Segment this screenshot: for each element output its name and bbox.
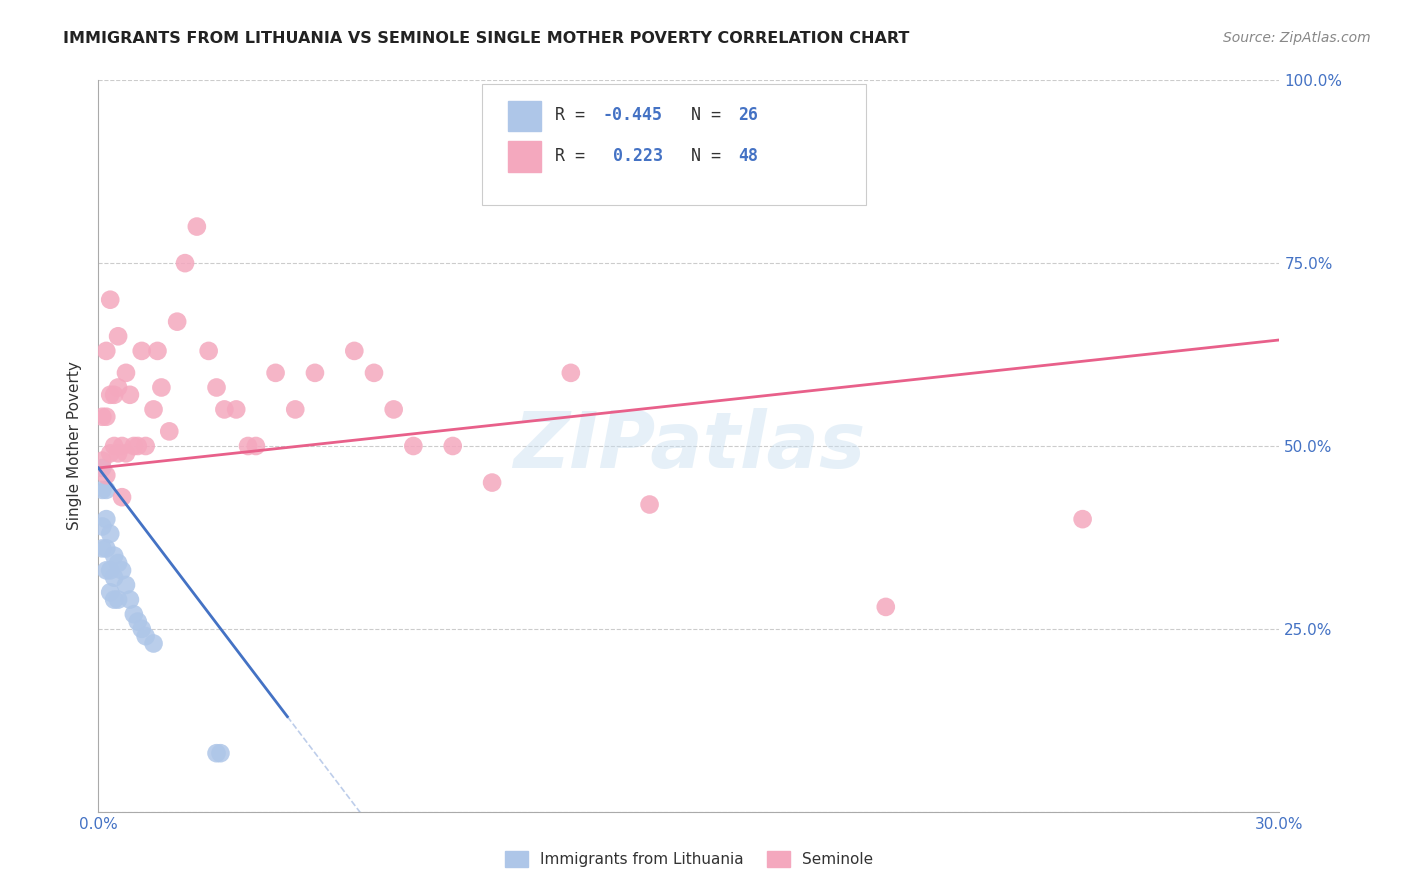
Point bbox=[122, 607, 145, 622]
Point bbox=[96, 541, 118, 556]
Text: ZIPatlas: ZIPatlas bbox=[513, 408, 865, 484]
Y-axis label: Single Mother Poverty: Single Mother Poverty bbox=[67, 361, 83, 531]
Point bbox=[98, 293, 121, 307]
FancyBboxPatch shape bbox=[482, 84, 866, 204]
Point bbox=[131, 622, 153, 636]
Text: N =: N = bbox=[692, 106, 731, 124]
Point bbox=[96, 468, 118, 483]
Point bbox=[115, 446, 138, 460]
Point bbox=[91, 461, 114, 475]
Point bbox=[111, 490, 134, 504]
Point bbox=[103, 388, 125, 402]
Point bbox=[205, 380, 228, 394]
Text: 0.223: 0.223 bbox=[603, 146, 662, 165]
Bar bbox=[508, 101, 541, 131]
Point bbox=[91, 541, 114, 556]
Point bbox=[135, 629, 157, 643]
Text: -0.445: -0.445 bbox=[603, 106, 662, 124]
Point bbox=[197, 343, 219, 358]
Point bbox=[205, 746, 228, 760]
Legend: Immigrants from Lithuania, Seminole: Immigrants from Lithuania, Seminole bbox=[499, 846, 879, 873]
Point bbox=[96, 563, 118, 577]
Point bbox=[91, 409, 114, 424]
Point bbox=[103, 439, 125, 453]
Point bbox=[284, 402, 307, 417]
Point bbox=[91, 519, 114, 533]
Text: N =: N = bbox=[692, 146, 731, 165]
Point bbox=[560, 366, 582, 380]
Point bbox=[98, 563, 121, 577]
Point bbox=[127, 615, 149, 629]
Point bbox=[245, 439, 267, 453]
Point bbox=[186, 219, 208, 234]
Point bbox=[103, 549, 125, 563]
Point bbox=[343, 343, 366, 358]
Point bbox=[402, 439, 425, 453]
Point bbox=[107, 592, 129, 607]
Point bbox=[174, 256, 197, 270]
Point bbox=[91, 483, 114, 497]
Point bbox=[146, 343, 169, 358]
Text: Source: ZipAtlas.com: Source: ZipAtlas.com bbox=[1223, 31, 1371, 45]
Point bbox=[96, 343, 118, 358]
Point bbox=[481, 475, 503, 490]
Point bbox=[1071, 512, 1094, 526]
Point bbox=[150, 380, 173, 394]
Point bbox=[96, 483, 118, 497]
Point bbox=[225, 402, 247, 417]
Bar bbox=[508, 141, 541, 171]
Point bbox=[441, 439, 464, 453]
Point bbox=[127, 439, 149, 453]
Point bbox=[111, 439, 134, 453]
Point bbox=[96, 409, 118, 424]
Point bbox=[98, 526, 121, 541]
Point bbox=[142, 636, 165, 650]
Point bbox=[875, 599, 897, 614]
Point bbox=[304, 366, 326, 380]
Point bbox=[638, 498, 661, 512]
Point bbox=[115, 578, 138, 592]
Point bbox=[214, 402, 236, 417]
Point bbox=[118, 592, 141, 607]
Point bbox=[115, 366, 138, 380]
Point bbox=[103, 592, 125, 607]
Point bbox=[363, 366, 385, 380]
Text: IMMIGRANTS FROM LITHUANIA VS SEMINOLE SINGLE MOTHER POVERTY CORRELATION CHART: IMMIGRANTS FROM LITHUANIA VS SEMINOLE SI… bbox=[63, 31, 910, 46]
Point bbox=[107, 329, 129, 343]
Point bbox=[157, 425, 180, 439]
Point bbox=[111, 563, 134, 577]
Text: R =: R = bbox=[555, 146, 606, 165]
Point bbox=[103, 571, 125, 585]
Point bbox=[96, 512, 118, 526]
Point bbox=[98, 388, 121, 402]
Point bbox=[122, 439, 145, 453]
Point bbox=[98, 446, 121, 460]
Text: 48: 48 bbox=[738, 146, 759, 165]
Point bbox=[107, 556, 129, 570]
Point bbox=[166, 315, 188, 329]
Point bbox=[135, 439, 157, 453]
Point bbox=[131, 343, 153, 358]
Text: 26: 26 bbox=[738, 106, 759, 124]
Point bbox=[107, 446, 129, 460]
Point bbox=[91, 453, 114, 467]
Point bbox=[98, 585, 121, 599]
Point bbox=[107, 380, 129, 394]
Text: R =: R = bbox=[555, 106, 596, 124]
Point bbox=[118, 388, 141, 402]
Point bbox=[382, 402, 405, 417]
Point bbox=[142, 402, 165, 417]
Point bbox=[236, 439, 259, 453]
Point bbox=[209, 746, 232, 760]
Point bbox=[264, 366, 287, 380]
